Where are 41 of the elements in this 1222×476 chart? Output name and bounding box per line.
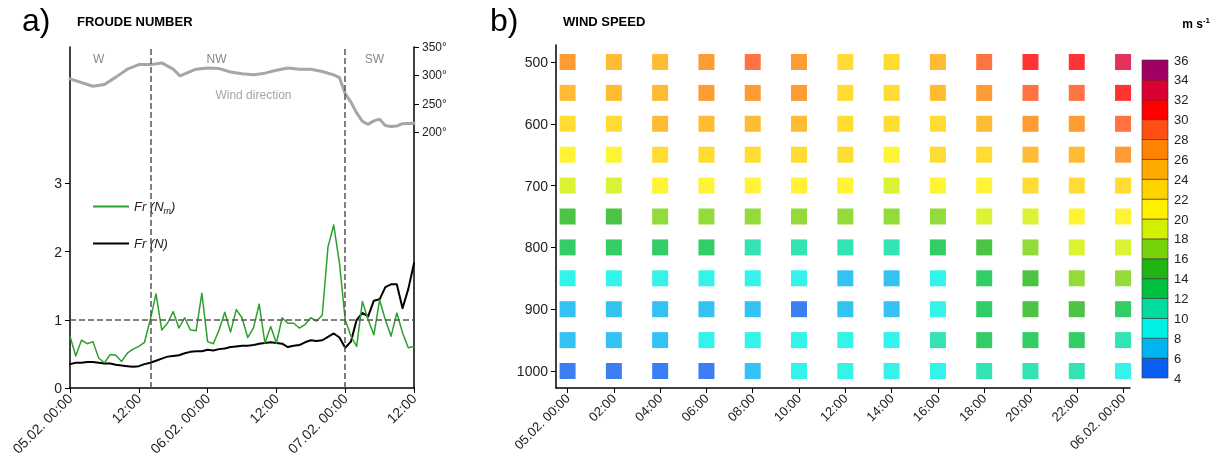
y-tick-label: 500 (524, 54, 549, 70)
y-tick-label: 600 (524, 115, 549, 132)
chart-title: FROUDE NUMBER (77, 14, 194, 29)
color-bar-label: 32 (1174, 92, 1189, 108)
y-tick-label: 3 (54, 175, 63, 192)
y-tick-label: 700 (524, 177, 549, 194)
color-bar-label: 24 (1174, 171, 1189, 187)
y-tick-label: 800 (524, 239, 549, 256)
y-tick-label: 1 (54, 311, 63, 328)
chart-title: WIND SPEED (563, 14, 646, 29)
y-tick-label: 2 (54, 243, 63, 260)
color-bar-label: 12 (1174, 291, 1189, 306)
y-tick-label: 0 (54, 380, 63, 396)
color-bar-label: 10 (1174, 310, 1189, 326)
color-bar-label: 26 (1174, 151, 1189, 167)
legend-label: Fr (N) (134, 236, 168, 251)
color-bar-label: 20 (1174, 211, 1189, 227)
color-bar-label: 16 (1174, 251, 1189, 267)
text: a) (22, 2, 51, 38)
annotation: W (92, 52, 105, 66)
color-bar-label: 30 (1174, 112, 1189, 128)
text: b) (490, 2, 519, 38)
annotation: NW (206, 52, 228, 66)
color-bar-label: 36 (1174, 52, 1189, 68)
color-bar-label: 4 (1174, 370, 1182, 386)
y2-tick-label: 200° (422, 125, 448, 140)
y-tick-label: 1000 (516, 363, 549, 379)
y-tick-label: 900 (524, 301, 549, 318)
color-bar-label: 22 (1174, 191, 1189, 207)
color-bar-label: 6 (1174, 350, 1182, 366)
color-bar-label: 8 (1174, 330, 1182, 346)
line-series (69, 224, 415, 364)
color-bar-label: 34 (1174, 72, 1189, 88)
series-label: Wind direction (215, 87, 292, 102)
color-bar-label: 14 (1174, 271, 1189, 287)
y2-tick-label: 350° (422, 40, 448, 54)
y2-tick-label: 250° (422, 96, 448, 111)
y2-tick-label: 300° (422, 68, 448, 83)
color-bar-label: 28 (1174, 132, 1189, 147)
color-bar-label: 18 (1174, 231, 1189, 247)
annotation: SW (364, 52, 385, 66)
